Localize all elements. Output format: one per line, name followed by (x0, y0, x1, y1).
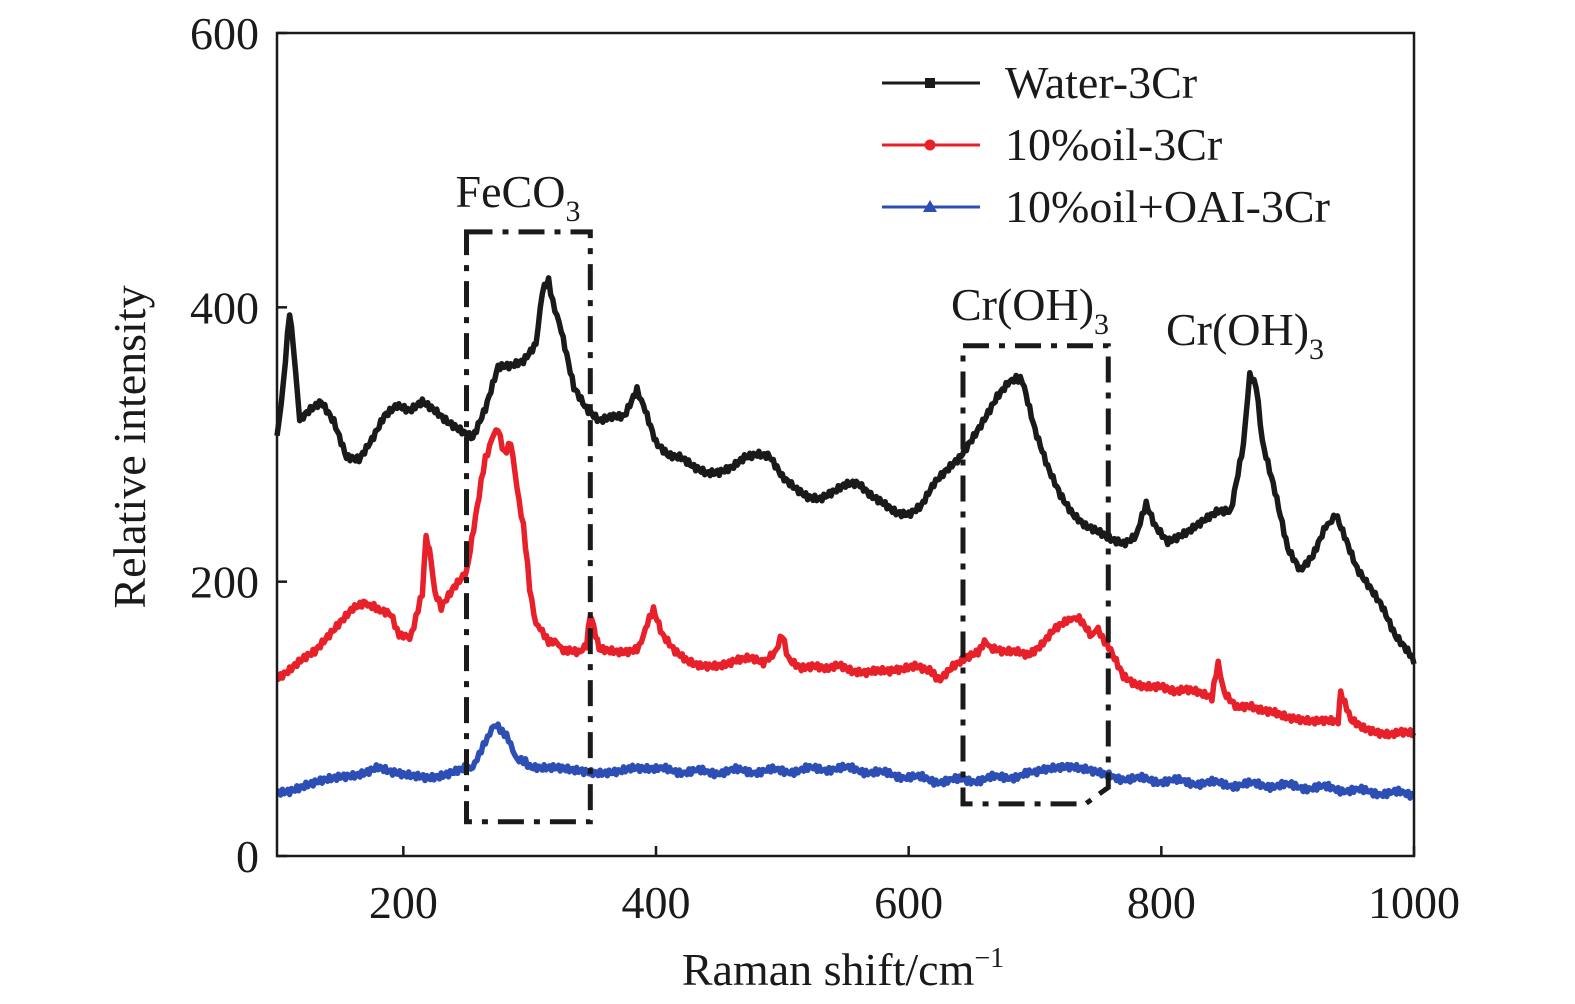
legend-label-10oil-3cr: 10%oil-3Cr (1005, 119, 1222, 170)
legend-marker-triangle (923, 200, 937, 212)
annotation-feco3: FeCO3 (456, 166, 581, 228)
series-layer (274, 275, 1417, 801)
x-axis-title: Raman shift/cm−1 (682, 943, 1004, 995)
series-line-2 (276, 721, 1416, 801)
legend-marker-square (925, 78, 935, 88)
y-tick-label: 400 (190, 282, 259, 333)
legend-item-water-3cr: Water-3Cr (882, 57, 1197, 108)
series-line-1 (275, 427, 1417, 740)
croh3-region-box (960, 343, 1111, 807)
series-line-0 (274, 275, 1417, 665)
x-tick-label: 800 (1127, 877, 1196, 928)
legend-label-water-3cr: Water-3Cr (1005, 57, 1197, 108)
y-tick-label: 0 (236, 831, 259, 882)
x-tick-label: 600 (874, 877, 943, 928)
plot-frame (275, 31, 1416, 858)
legend: Water-3Cr 10%oil-3Cr 10%oil+OAI-3Cr (882, 57, 1330, 232)
y-tick-label: 600 (190, 8, 259, 59)
legend-item-10oil-3cr: 10%oil-3Cr (882, 119, 1222, 170)
x-tick-label: 400 (622, 877, 691, 928)
feco3-region-box (464, 229, 593, 825)
x-tick-label: 1000 (1368, 877, 1460, 928)
legend-label-10oil-oai-3cr: 10%oil+OAI-3Cr (1005, 181, 1330, 232)
y-tick-label: 200 (190, 557, 259, 608)
annotation-croh3-left: Cr(OH)3 (951, 279, 1109, 341)
legend-item-10oil-oai-3cr: 10%oil+OAI-3Cr (882, 181, 1330, 232)
legend-marker-circle (924, 139, 936, 151)
annotation-croh3-right: Cr(OH)3 (1166, 304, 1324, 366)
y-axis-title: Relative intensity (104, 285, 155, 608)
x-tick-label: 200 (369, 877, 438, 928)
